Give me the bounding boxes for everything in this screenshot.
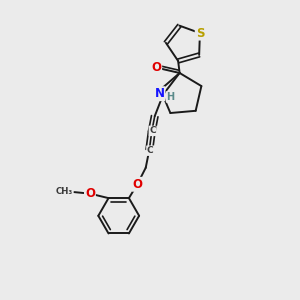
Text: N: N bbox=[154, 87, 164, 100]
Text: CH₃: CH₃ bbox=[56, 187, 73, 196]
Text: C: C bbox=[149, 126, 156, 135]
Text: O: O bbox=[151, 61, 161, 74]
Text: C: C bbox=[147, 146, 154, 155]
Text: O: O bbox=[85, 187, 95, 200]
Text: S: S bbox=[196, 27, 204, 40]
Text: O: O bbox=[132, 178, 142, 191]
Text: H: H bbox=[167, 92, 175, 102]
